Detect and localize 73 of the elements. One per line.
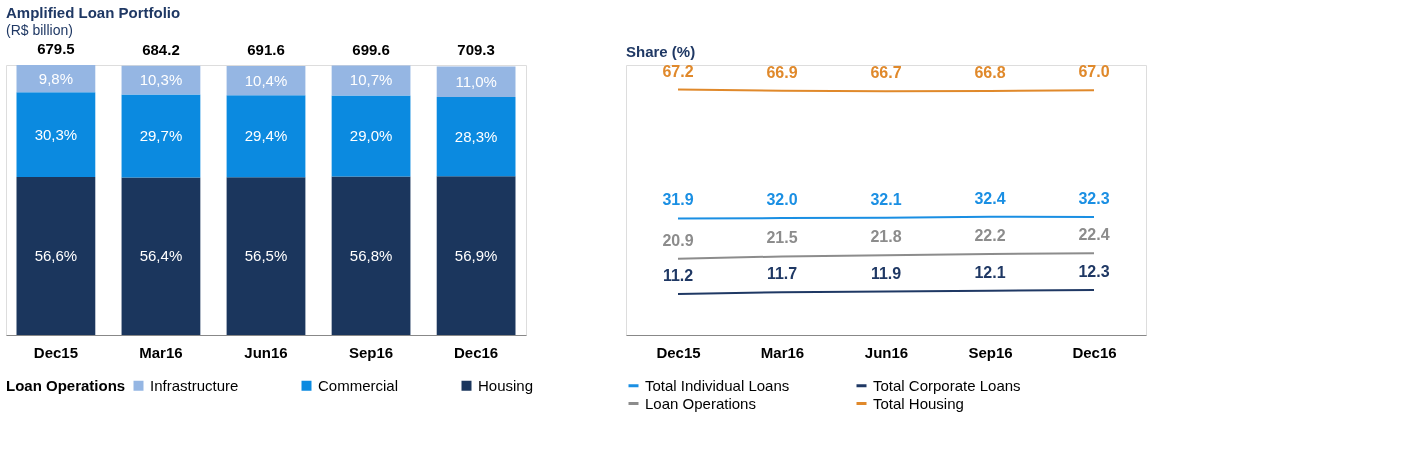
x-tick-label: Sep16 [968,343,1013,361]
bar [436,176,516,335]
data-label: 21.8 [870,228,902,246]
data-label: 66.7 [870,64,902,82]
data-label: 29,4% [244,127,288,145]
data-label: 21.5 [766,229,798,247]
data-label: 67.0 [1078,63,1110,81]
data-label: 67.2 [662,62,694,80]
bar [226,177,306,335]
x-tick-label: Sep16 [348,343,394,361]
data-label: 29,0% [349,126,393,144]
data-label: 56,4% [139,247,183,265]
data-label: 56,8% [349,246,393,264]
legend-label: Total Individual Loans [645,376,790,394]
x-tick-label: Jun16 [864,343,909,361]
bar [16,92,96,177]
chart-title: Share (%) [626,42,696,60]
x-tick-label: Dec15 [656,343,701,361]
bar [331,95,411,177]
legend-label: Infrastructure [150,376,239,394]
x-tick-label: Dec16 [454,343,499,361]
data-label: 32.3 [1078,190,1110,208]
legend-title: Loan Operations [6,377,126,394]
bar [121,177,201,335]
data-label: 10,7% [349,71,393,89]
bar [436,97,516,177]
data-label: 11.7 [766,265,798,283]
data-label: 31.9 [662,191,694,209]
data-label: 29,7% [139,127,183,145]
legend-label: Loan Operations [645,394,756,412]
data-label: 12.3 [1078,263,1110,281]
data-label: 10,3% [139,71,183,89]
x-tick-label: Dec16 [1072,343,1117,361]
bar [226,95,306,178]
x-tick-label: Jun16 [244,343,288,361]
data-label: 11,0% [455,72,497,90]
bar [121,65,201,95]
text: 684.2 [142,40,180,58]
x-tick-label: Mar16 [760,343,805,361]
data-label: 22.2 [974,226,1006,244]
data-label: 22.4 [1078,226,1110,244]
data-label: 32.4 [974,189,1006,207]
data-label: 56,9% [454,246,498,264]
data-label: 66.9 [766,63,798,81]
text: 691.6 [247,41,285,59]
chart-subtitle: (R$ billion) [6,22,73,38]
legend-label: Total Housing [873,394,964,412]
data-label: 30,3% [34,125,78,143]
bar [331,176,411,335]
chart-title: Amplified Loan Portfolio [6,4,181,21]
text: 709.3 [457,41,495,59]
data-label: 66.8 [974,64,1006,82]
data-label: 32.1 [870,190,902,208]
data-label: 11.9 [870,264,902,282]
bar [16,176,96,335]
data-label: 56,5% [244,247,288,265]
data-label: 28,3% [454,127,498,145]
data-label: 20.9 [662,231,694,249]
bar [121,94,201,178]
legend-label: Total Corporate Loans [873,376,1021,394]
legend-label: Commercial [318,376,399,394]
data-label: 10,4% [244,71,288,89]
bar [436,66,516,98]
text: 699.6 [352,40,390,58]
data-label: 32.0 [766,191,798,209]
text: 679.5 [37,40,75,57]
x-tick-label: Mar16 [139,343,183,361]
data-label: 9,8% [38,69,73,87]
data-label: 12.1 [974,263,1006,281]
data-label: 11.2 [662,267,694,285]
data-label: 56,6% [34,246,78,264]
legend-label: Housing [478,376,534,394]
x-tick-label: Dec15 [33,343,78,361]
